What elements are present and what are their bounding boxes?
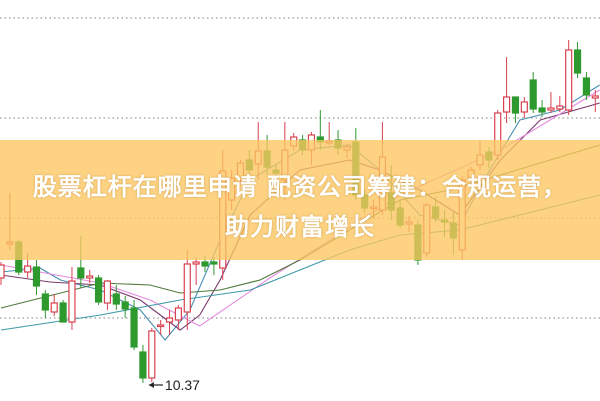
candle: [130, 300, 138, 350]
candle: [582, 72, 591, 100]
candle-body: [582, 77, 591, 96]
low-marker-arrow-head: [148, 382, 154, 388]
candle: [502, 57, 511, 123]
candle: [174, 305, 182, 330]
candle: [565, 40, 573, 115]
candle-body: [591, 95, 599, 99]
candle-body: [201, 261, 209, 267]
candle: [591, 90, 599, 112]
candle-body: [112, 293, 120, 305]
candle-body: [529, 79, 537, 110]
candle-body: [565, 49, 573, 111]
candle: [94, 275, 103, 305]
candle-body: [103, 280, 112, 304]
candle-body: [32, 266, 41, 287]
candle: [556, 96, 564, 112]
candle-body: [24, 265, 32, 273]
candle: [121, 296, 129, 318]
candle-body: [41, 293, 49, 311]
candle: [529, 72, 537, 113]
candle-body: [183, 263, 191, 313]
title-banner: [0, 140, 600, 260]
candle: [59, 300, 67, 323]
candle-body: [547, 107, 555, 111]
candle: [538, 100, 546, 117]
candle-body: [502, 96, 511, 113]
candle-body: [139, 351, 147, 379]
candle: [86, 270, 94, 283]
title-line-2: 助力财富增长: [225, 213, 375, 241]
candle: [573, 42, 582, 78]
candle-body: [192, 261, 200, 265]
candle-body: [94, 277, 103, 303]
candle: [547, 92, 555, 113]
candle: [0, 262, 5, 285]
candle-body: [520, 101, 528, 113]
candle-body: [86, 275, 94, 279]
candle-body: [157, 324, 165, 328]
candle: [50, 294, 58, 316]
candle: [112, 285, 120, 310]
candle-body: [121, 301, 129, 310]
candle-body: [511, 96, 520, 114]
candle: [148, 328, 156, 382]
candle-body: [148, 330, 156, 379]
candle: [165, 310, 174, 335]
candle: [520, 97, 528, 118]
candle: [32, 260, 41, 295]
candle: [103, 280, 112, 310]
candle-body: [130, 307, 138, 348]
candle-body: [68, 280, 76, 323]
low-price-label: 10.37: [165, 377, 200, 393]
candle-body: [165, 317, 174, 323]
candle-body: [573, 49, 582, 74]
candle: [511, 96, 520, 123]
candle: [192, 257, 200, 285]
candle: [157, 320, 165, 335]
candle-body: [210, 261, 218, 265]
candle: [139, 345, 147, 383]
candle: [68, 267, 76, 330]
candle-body: [538, 107, 546, 113]
candle-body: [59, 302, 67, 323]
candle-body: [0, 264, 5, 279]
candle-body: [50, 302, 58, 313]
title-line-1: 股票杠杆在哪里申请 配资公司筹建：合规运营，: [32, 173, 568, 201]
candle-body: [556, 105, 564, 110]
candle: [41, 290, 49, 318]
candle-body: [77, 267, 85, 279]
candle-body: [174, 307, 182, 321]
